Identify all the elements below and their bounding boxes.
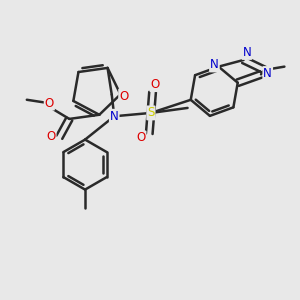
Text: N: N — [110, 110, 118, 123]
Text: O: O — [136, 131, 146, 144]
Text: O: O — [46, 130, 56, 143]
Text: O: O — [119, 89, 128, 103]
Text: O: O — [150, 78, 160, 91]
Text: N: N — [263, 67, 272, 80]
Text: S: S — [147, 106, 155, 119]
Text: N: N — [242, 46, 251, 59]
Text: N: N — [210, 58, 219, 71]
Text: O: O — [45, 97, 54, 110]
